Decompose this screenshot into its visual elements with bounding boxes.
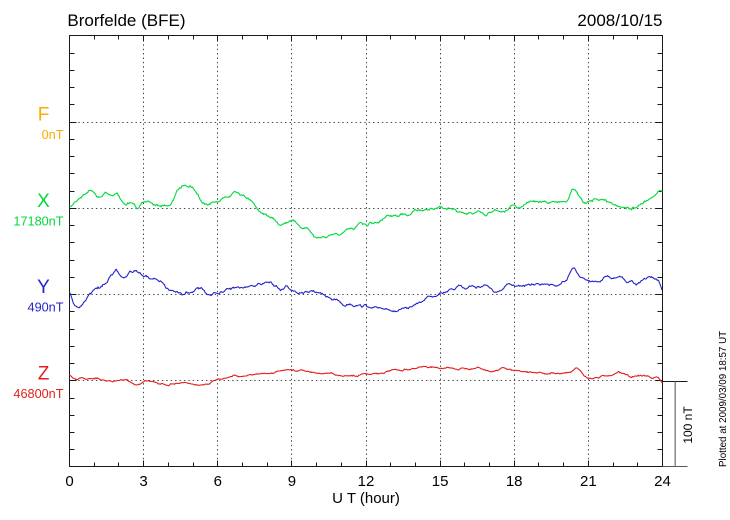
svg-text:100 nT: 100 nT: [681, 406, 695, 444]
svg-text:17180nT: 17180nT: [13, 214, 63, 228]
svg-text:F: F: [38, 105, 50, 126]
svg-text:18: 18: [506, 473, 523, 490]
svg-text:Plotted at 2009/03/09 18:57 UT: Plotted at 2009/03/09 18:57 UT: [718, 331, 729, 467]
svg-text:9: 9: [288, 473, 296, 490]
svg-text:6: 6: [214, 473, 222, 490]
svg-text:0nT: 0nT: [42, 128, 64, 142]
svg-text:2008/10/15: 2008/10/15: [577, 11, 662, 30]
svg-text:Brorfelde (BFE): Brorfelde (BFE): [67, 11, 185, 30]
svg-text:21: 21: [580, 473, 597, 490]
svg-text:U T (hour): U T (hour): [332, 490, 400, 507]
svg-text:X: X: [37, 191, 50, 212]
svg-text:Y: Y: [37, 277, 50, 298]
svg-text:3: 3: [139, 473, 147, 490]
svg-text:490nT: 490nT: [28, 301, 64, 315]
svg-text:Z: Z: [38, 363, 50, 384]
svg-text:15: 15: [432, 473, 449, 490]
svg-text:46800nT: 46800nT: [13, 387, 63, 401]
svg-text:12: 12: [358, 473, 375, 490]
svg-text:0: 0: [65, 473, 73, 490]
svg-text:24: 24: [654, 473, 671, 490]
